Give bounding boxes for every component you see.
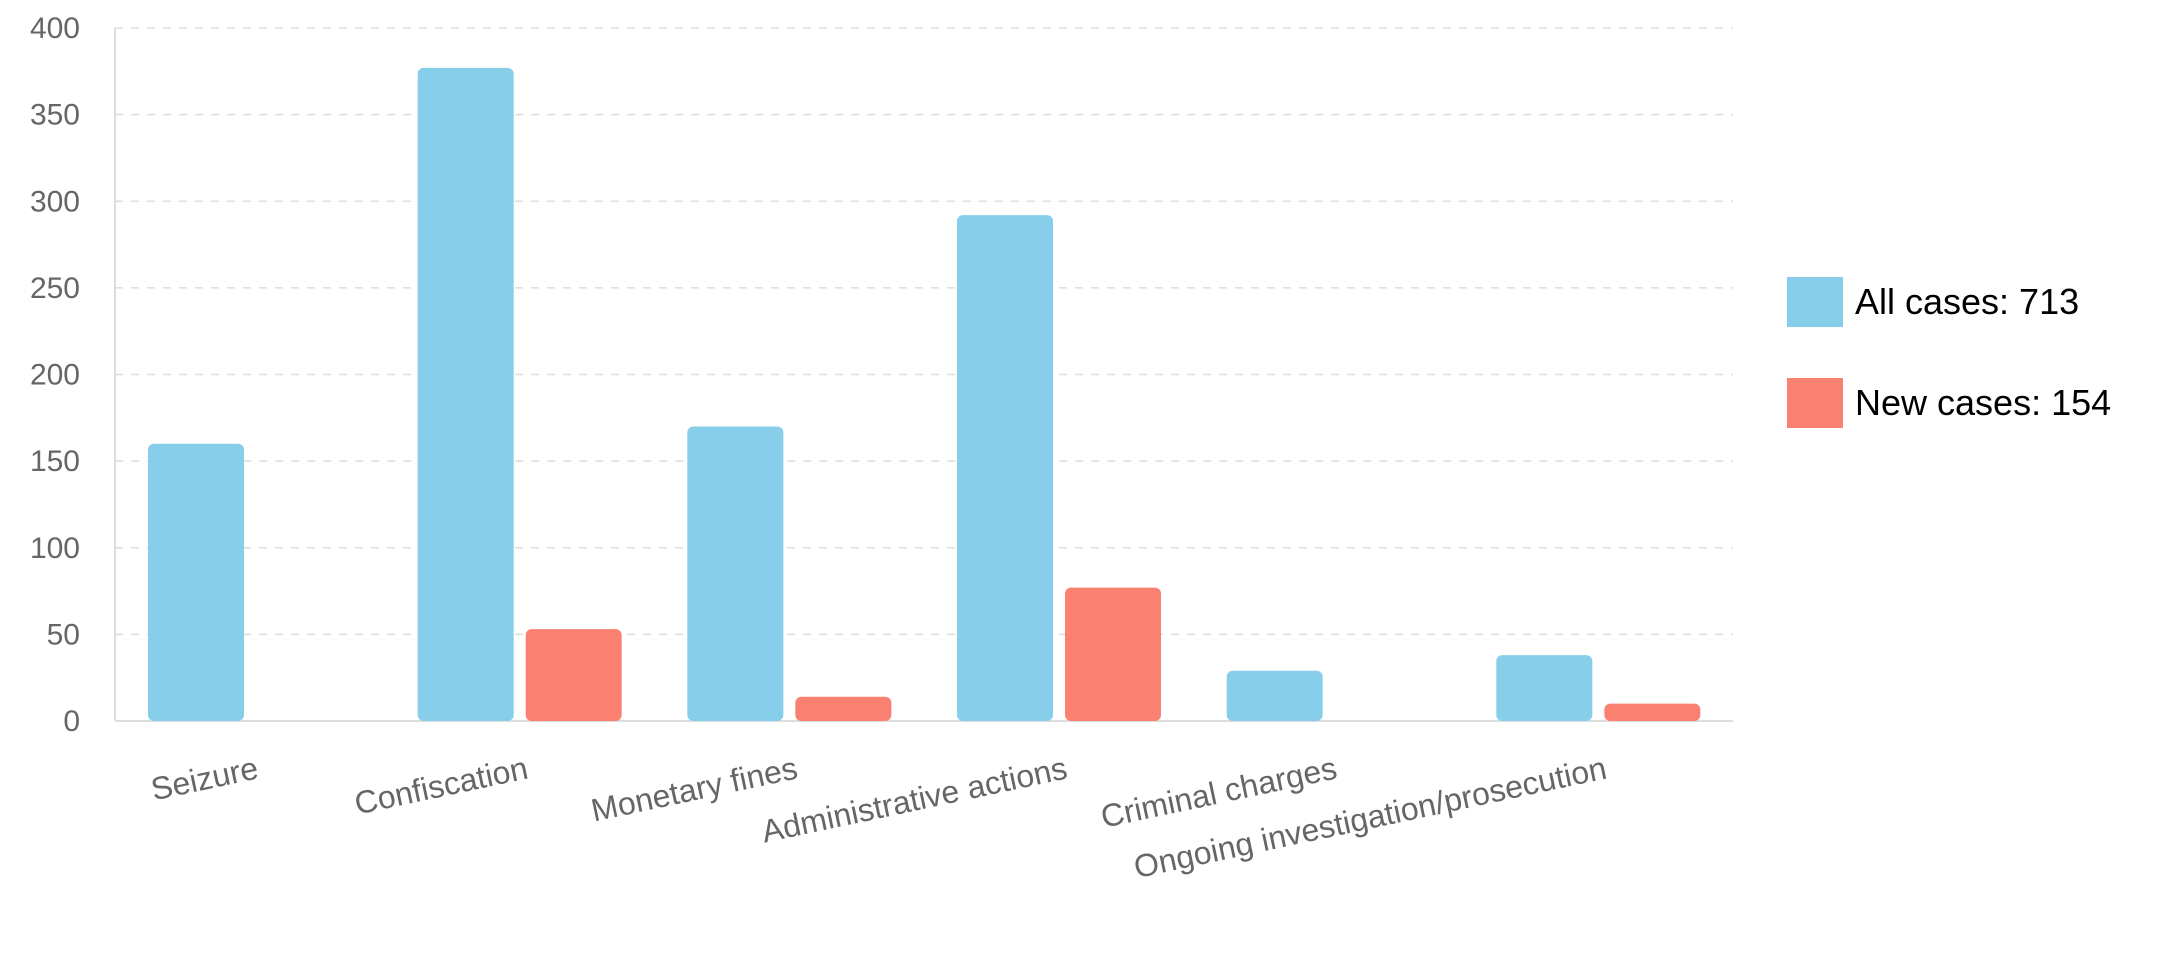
bar-all-cases[interactable] xyxy=(687,426,784,721)
y-tick-label: 250 xyxy=(30,272,80,305)
legend-swatch xyxy=(1787,378,1843,428)
bar-all-cases[interactable] xyxy=(1226,670,1323,721)
y-axis-ticks: 0 50 100 150 200 250 300 350 400 xyxy=(30,12,80,738)
legend-label: All cases: 713 xyxy=(1855,281,2079,322)
bar-all-cases[interactable] xyxy=(417,67,514,721)
x-tick-label: Administrative actions xyxy=(758,750,1070,850)
legend: All cases: 713 New cases: 154 xyxy=(1787,277,2111,428)
x-tick-label: Ongoing investigation/prosecution xyxy=(1131,750,1610,885)
bar-all-cases[interactable] xyxy=(148,443,244,721)
legend-label: New cases: 154 xyxy=(1855,382,2111,423)
bar-all-cases[interactable] xyxy=(957,215,1053,722)
y-tick-label: 200 xyxy=(30,359,80,392)
x-tick-label: Seizure xyxy=(148,750,262,808)
bar-new-cases[interactable] xyxy=(1065,587,1161,721)
y-tick-label: 300 xyxy=(30,185,80,218)
grid xyxy=(114,27,1733,722)
y-tick-label: 150 xyxy=(30,445,80,478)
x-tick-label: Confiscation xyxy=(351,750,531,822)
x-axis-labels: Seizure Confiscation Monetary finesAdminis… xyxy=(148,750,1610,885)
y-tick-label: 350 xyxy=(30,99,80,132)
y-tick-label: 0 xyxy=(63,705,80,738)
y-tick-label: 50 xyxy=(47,618,80,651)
bar-new-cases[interactable] xyxy=(525,629,622,721)
bar-all-cases[interactable] xyxy=(1496,655,1593,721)
bar-new-cases[interactable] xyxy=(795,696,892,721)
y-tick-label: 400 xyxy=(30,12,80,45)
y-tick-label: 100 xyxy=(30,532,80,565)
bars xyxy=(148,67,1701,722)
bar-new-cases[interactable] xyxy=(1604,703,1701,721)
legend-swatch xyxy=(1787,277,1843,327)
